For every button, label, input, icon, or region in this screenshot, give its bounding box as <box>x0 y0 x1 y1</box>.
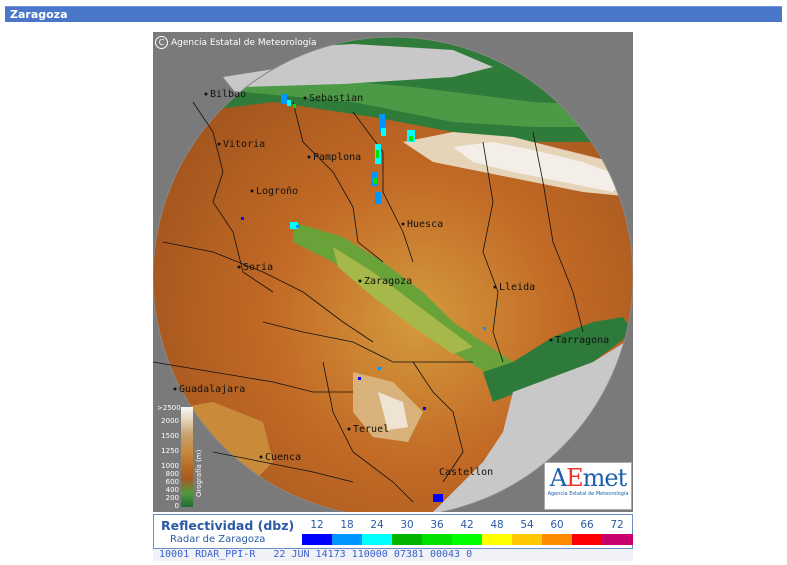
radar-echoes <box>241 94 486 502</box>
orography-level: 400 <box>165 486 179 494</box>
scale-label: 36 <box>430 519 444 531</box>
scale-swatch <box>422 534 453 545</box>
scale-label: 54 <box>520 519 534 531</box>
orography-level: >2500 <box>157 404 181 412</box>
city-label: Sebastian <box>309 93 364 104</box>
aemet-logo-subtitle: Agencia Estatal de Meteorología <box>547 491 629 497</box>
reflectivity-legend: Reflectividad (dbz) Radar de Zaragoza 12… <box>153 514 633 549</box>
scale-label: 72 <box>610 519 624 531</box>
scale-label: 30 <box>400 519 414 531</box>
scale-swatch <box>392 534 423 545</box>
status-bar: 10001 RDAR_PPI-R 22 JUN 14173 110000 073… <box>153 549 633 561</box>
city-label: Pamplona <box>313 152 362 163</box>
scale-swatch <box>482 534 513 545</box>
orography-level: 200 <box>165 494 179 502</box>
scale-swatch <box>512 534 543 545</box>
terrain-map <box>153 32 633 512</box>
scale-label: 66 <box>580 519 594 531</box>
city-label: Soria <box>243 262 274 273</box>
scale-swatch <box>332 534 363 545</box>
scale-swatch <box>362 534 393 545</box>
city-label: Vitoria <box>223 139 266 150</box>
city-label: Huesca <box>407 219 444 230</box>
orography-level: 800 <box>165 470 179 478</box>
orography-level: 1000 <box>161 462 179 470</box>
radar-map: C Agencia Estatal de Meteorología Bilbao … <box>153 32 633 512</box>
aemet-logo: AEmet Agencia Estatal de Meteorología <box>544 462 632 510</box>
scale-swatch <box>452 534 483 545</box>
city-label: Logroño <box>256 186 299 197</box>
city-label: Teruel <box>353 424 390 435</box>
orography-level: 600 <box>165 478 179 486</box>
orography-level: 2000 <box>161 417 179 425</box>
scale-swatch <box>542 534 573 545</box>
scale-swatch <box>302 534 333 545</box>
city-label: Lleida <box>499 282 536 293</box>
scale-label: 24 <box>370 519 384 531</box>
city-label: Tarragona <box>555 335 610 346</box>
scale-label: 48 <box>490 519 504 531</box>
city-label: Bilbao <box>210 89 247 100</box>
copyright-icon: C <box>155 36 168 49</box>
city-label: Castellon <box>439 467 494 478</box>
scale-swatch <box>572 534 603 545</box>
orography-colorbar <box>181 407 193 507</box>
city-label: Guadalajara <box>179 384 246 395</box>
orography-level: 1250 <box>161 447 179 455</box>
scale-label: 12 <box>310 519 324 531</box>
copyright-notice: C Agencia Estatal de Meteorología <box>155 36 317 49</box>
scale-label: 18 <box>340 519 354 531</box>
orography-level: 1500 <box>161 432 179 440</box>
aemet-logo-text: AEmet <box>549 464 627 492</box>
orography-level: 0 <box>174 502 179 510</box>
page-title: Zaragoza <box>10 8 68 21</box>
copyright-text: Agencia Estatal de Meteorología <box>171 38 317 48</box>
scale-swatch <box>602 534 633 545</box>
scale-label: 60 <box>550 519 564 531</box>
legend-title: Reflectividad (dbz) <box>161 518 295 533</box>
orography-title: Orografía (m) <box>195 449 203 497</box>
city-label: Zaragoza <box>364 276 413 287</box>
title-bar: Zaragoza <box>5 6 782 22</box>
scale-label: 42 <box>460 519 474 531</box>
legend-subtitle: Radar de Zaragoza <box>170 534 266 545</box>
city-label: Cuenca <box>265 452 302 463</box>
